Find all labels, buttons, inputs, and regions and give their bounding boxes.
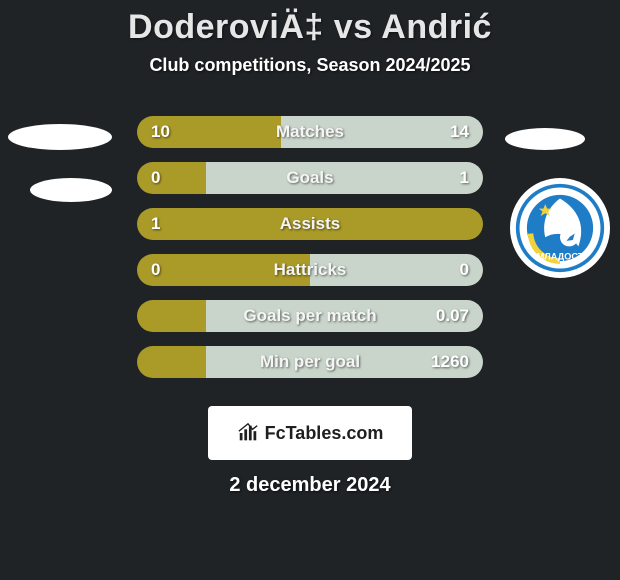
stat-bar-left [137,346,206,378]
club-badge: МЛАДОСТ [510,178,610,278]
stat-row: Min per goal1260 [137,346,483,378]
svg-text:МЛАДОСТ: МЛАДОСТ [537,251,584,261]
subtitle: Club competitions, Season 2024/2025 [0,55,620,76]
stat-bar-right [206,162,483,194]
stat-row: Goals01 [137,162,483,194]
page-title: DoderoviÄ‡ vs Andrić [0,8,620,47]
stat-bar-right [310,254,483,286]
stat-bar-right [281,116,483,148]
stat-row: Hattricks00 [137,254,483,286]
stat-row: Matches1014 [137,116,483,148]
stat-bar-left [137,162,206,194]
ellipse-marker [505,128,585,150]
stat-bar-left [137,116,281,148]
stat-bar-right [206,300,483,332]
ellipse-marker [8,124,112,150]
stat-bar-left [137,254,310,286]
stat-row: Assists1 [137,208,483,240]
chart-icon [237,422,259,444]
club-badge-icon: МЛАДОСТ [514,182,606,274]
stat-bar-right [206,346,483,378]
branding-badge: FcTables.com [208,406,412,460]
ellipse-marker [30,178,112,202]
footer-date: 2 december 2024 [0,474,620,497]
stat-bar-left [137,300,206,332]
stat-bar-left [137,208,483,240]
stat-row: Goals per match0.07 [137,300,483,332]
comparison-infographic: DoderoviÄ‡ vs Andrić Club competitions, … [0,0,620,580]
branding-text: FcTables.com [265,423,384,444]
